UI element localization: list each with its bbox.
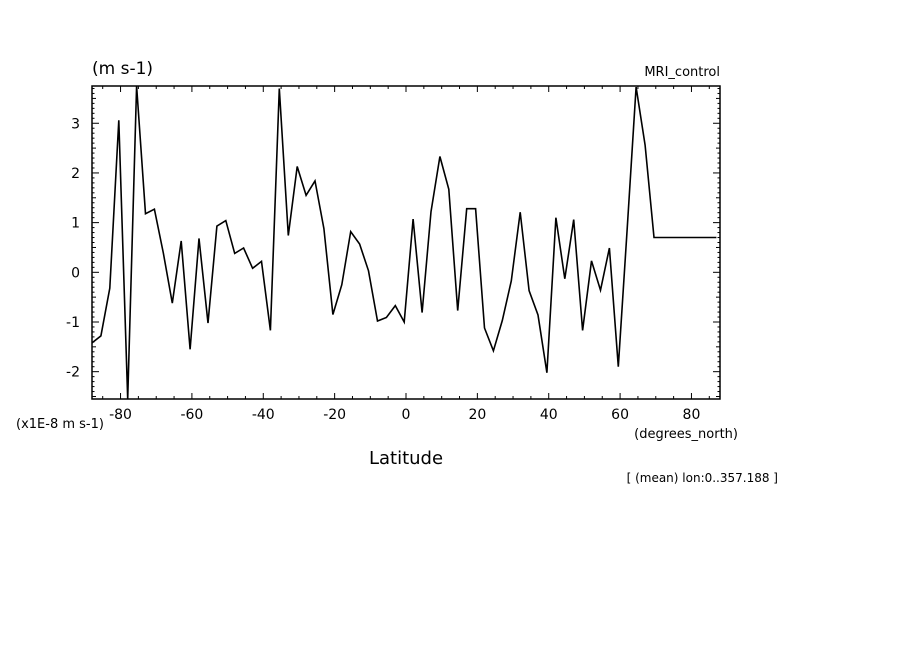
y-tick-label: 0 xyxy=(71,265,80,281)
x-tick-label: 60 xyxy=(611,407,629,423)
y-scale-note: (x1E-8 m s-1) xyxy=(16,417,104,432)
series-layer xyxy=(91,85,717,400)
model-label: MRI_control xyxy=(644,65,720,80)
axis-ticks xyxy=(92,86,720,399)
x-axis-title: Latitude xyxy=(369,448,443,469)
x-tick-label: -60 xyxy=(180,407,203,423)
x-tick-label: 0 xyxy=(402,407,411,423)
x-tick-label: -40 xyxy=(252,407,275,423)
x-tick-label: -20 xyxy=(323,407,346,423)
y-units-label: (m s-1) xyxy=(92,59,153,79)
x-tick-label: 80 xyxy=(683,407,701,423)
y-tick-label: 2 xyxy=(71,166,80,182)
x-tick-label: 20 xyxy=(468,407,486,423)
y-tick-label: -1 xyxy=(66,315,80,331)
x-tick-label: -80 xyxy=(109,407,132,423)
axis-tick-labels: -80 -60 -40 -20 0 20 40 60 80 -2 -1 0 1 2 3 xyxy=(66,116,700,423)
y-tick-label: 1 xyxy=(71,216,80,232)
series-line xyxy=(91,85,717,400)
y-tick-label: -2 xyxy=(66,365,80,381)
footnote: [ (mean) lon:0..357.188 ] xyxy=(627,471,778,485)
x-tick-label: 40 xyxy=(540,407,558,423)
y-tick-label: 3 xyxy=(71,116,80,132)
x-units-label: (degrees_north) xyxy=(634,427,738,442)
